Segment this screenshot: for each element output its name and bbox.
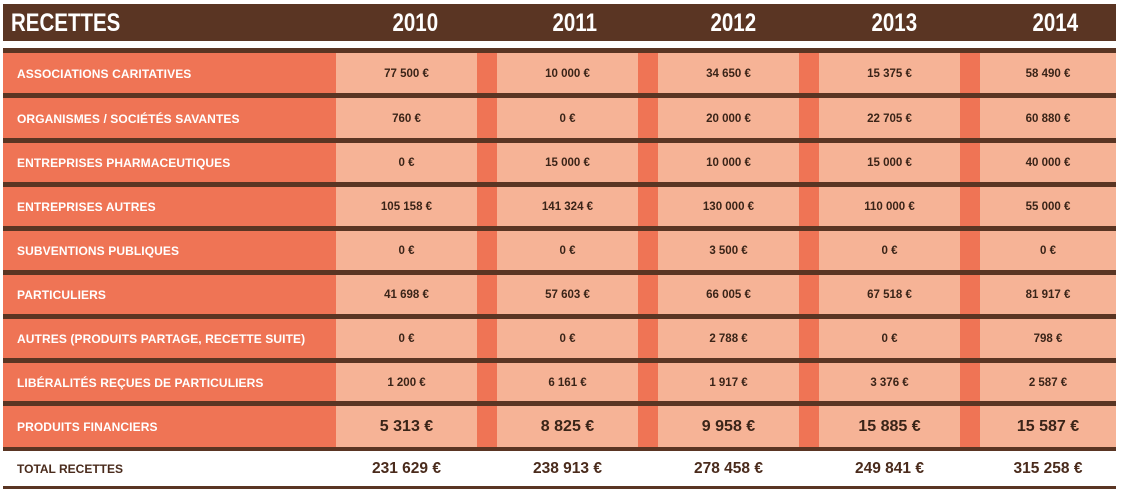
table-cell-2013: 0 € (819, 319, 960, 359)
total-cell-2011: 238 913 € (533, 459, 602, 477)
column-header-2010: 2010 (392, 9, 439, 37)
table-cell-2010: 41 698 € (336, 275, 477, 315)
table-cell-2012: 3 500 € (658, 231, 799, 271)
table-cell-2013: 110 000 € (819, 187, 960, 227)
table-cell-2011: 0 € (497, 98, 638, 139)
table-cell-2010: 0 € (336, 143, 477, 183)
table-cell-2013: 0 € (819, 231, 960, 271)
row-label: ASSOCIATIONS CARITATIVES (17, 66, 192, 81)
table-cell-2014: 15 587 € (980, 406, 1116, 448)
table-cell-2010: 760 € (336, 98, 477, 139)
table-cell-2013: 3 376 € (819, 363, 960, 402)
column-header-2012: 2012 (710, 9, 757, 37)
table-row: SUBVENTIONS PUBLIQUES 0 € 0 € 3 500 € 0 € 0 € (3, 226, 1116, 271)
total-label: TOTAL RECETTES (17, 461, 124, 476)
table-cell-2014: 798 € (980, 319, 1116, 359)
table-cell-2013: 15 375 € (819, 53, 960, 94)
table-cell-2011: 141 324 € (497, 187, 638, 227)
table-cell-2010: 1 200 € (336, 363, 477, 402)
table-cell-2012: 130 000 € (658, 187, 799, 227)
row-label: PARTICULIERS (17, 288, 106, 302)
table-title: RECETTES (11, 9, 121, 37)
table-cell-2010: 77 500 € (336, 53, 477, 94)
column-header-2013: 2013 (871, 9, 918, 37)
table-row: ASSOCIATIONS CARITATIVES 77 500 € 10 000 €… (3, 48, 1116, 94)
table-cell-2013: 67 518 € (819, 275, 960, 315)
table-cell-2012: 66 005 € (658, 275, 799, 315)
table-cell-2014: 2 587 € (980, 363, 1116, 402)
row-label: ENTREPRISES AUTRES (17, 200, 156, 214)
row-label: AUTRES (PRODUITS PARTAGE, RECETTE SUITE) (17, 332, 306, 346)
total-row: TOTAL RECETTES 231 629 € 238 913 € 278 4… (3, 447, 1116, 489)
table-cell-2014: 58 490 € (980, 53, 1116, 94)
table-cell-2014: 0 € (980, 231, 1116, 271)
row-label: ENTREPRISES PHARMACEUTIQUES (17, 156, 231, 170)
table-row: ENTREPRISES PHARMACEUTIQUES 0 € 15 000 € 10… (3, 138, 1116, 183)
column-header-2014: 2014 (1032, 9, 1079, 37)
table-cell-2010: 0 € (336, 231, 477, 271)
table-header: RECETTES 2010 2011 2012 2013 2014 (3, 4, 1116, 41)
table-cell-2010: 5 313 € (336, 406, 477, 448)
table-cell-2014: 81 917 € (980, 275, 1116, 315)
table-cell-2013: 15 000 € (819, 143, 960, 183)
table-cell-2010: 0 € (336, 319, 477, 359)
row-label: PRODUITS FINANCIERS (17, 420, 158, 434)
table-cell-2012: 10 000 € (658, 143, 799, 183)
table-row: PARTICULIERS 41 698 € 57 603 € 66 005 € 67 5… (3, 270, 1116, 315)
row-label: ORGANISMES / SOCIÉTÉS SAVANTES (17, 111, 240, 126)
total-cell-2014: 315 258 € (1013, 459, 1083, 477)
table-cell-2011: 10 000 € (497, 53, 638, 94)
table-cell-2012: 1 917 € (658, 363, 799, 402)
table-cell-2014: 60 880 € (980, 98, 1116, 139)
column-header-2011: 2011 (552, 9, 597, 37)
table-cell-2014: 55 000 € (980, 187, 1116, 227)
table-cell-2012: 2 788 € (658, 319, 799, 359)
table-cell-2012: 34 650 € (658, 53, 799, 94)
table-cell-2011: 57 603 € (497, 275, 638, 315)
total-cell-2013: 249 841 € (855, 459, 924, 477)
table-cell-2012: 20 000 € (658, 98, 799, 139)
total-cell-2012: 278 458 € (694, 459, 763, 477)
table-cell-2011: 6 161 € (497, 363, 638, 402)
table-row: PRODUITS FINANCIERS 5 313 € 8 825 € 9 958 €… (3, 401, 1116, 448)
table-cell-2011: 15 000 € (497, 143, 638, 183)
table-cell-2014: 40 000 € (980, 143, 1116, 183)
table-row: ORGANISMES / SOCIÉTÉS SAVANTES 760 € 0 € 20… (3, 93, 1116, 139)
table-cell-2011: 0 € (497, 231, 638, 271)
table-cell-2010: 105 158 € (336, 187, 477, 227)
table-row: AUTRES (PRODUITS PARTAGE, RECETTE SUITE)… (3, 314, 1116, 359)
table-cell-2013: 22 705 € (819, 98, 960, 139)
table-cell-2012: 9 958 € (658, 406, 799, 448)
table-cell-2011: 0 € (497, 319, 638, 359)
row-label: SUBVENTIONS PUBLIQUES (17, 244, 180, 258)
table-cell-2013: 15 885 € (819, 406, 960, 448)
table-row: LIBÉRALITÉS REÇUES DE PARTICULIERS 1 200 … (3, 358, 1116, 402)
total-cell-2010: 231 629 € (372, 459, 441, 477)
table-row: ENTREPRISES AUTRES 105 158 € 141 324 € 130 … (3, 182, 1116, 227)
table-cell-2011: 8 825 € (497, 406, 638, 448)
row-label: LIBÉRALITÉS REÇUES DE PARTICULIERS (17, 375, 264, 390)
